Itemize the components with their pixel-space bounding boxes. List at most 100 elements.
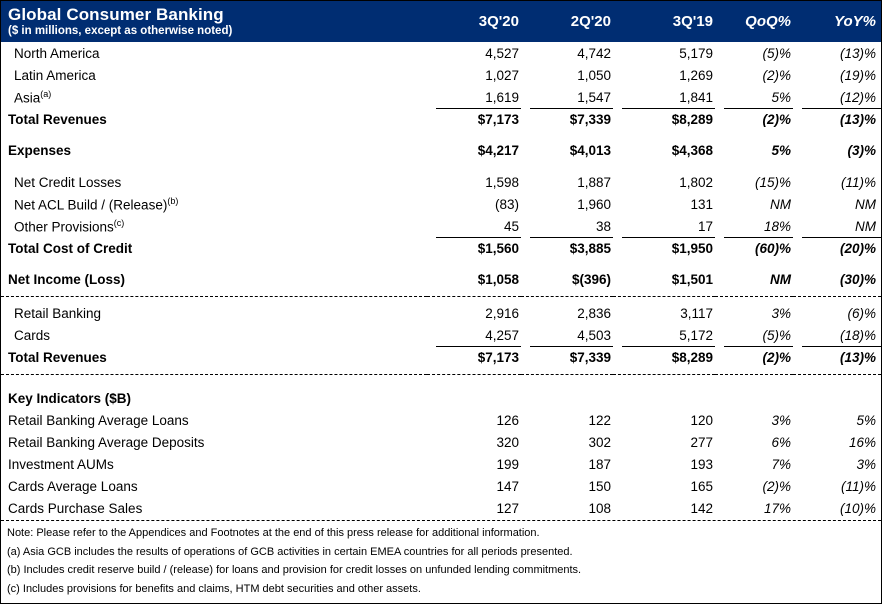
cell-value: 6% — [771, 434, 791, 450]
cell-value: (11)% — [840, 478, 876, 494]
cell-value: $3,885 — [521, 237, 613, 259]
footnotes: Note: Please refer to the Appendices and… — [1, 520, 881, 598]
gcb-results-table: Global Consumer Banking ($ in millions, … — [1, 1, 881, 519]
cell-value: (2)% — [715, 346, 793, 368]
cell-value: 120 — [690, 412, 713, 428]
cell-value: (83) — [494, 196, 519, 212]
cell-value: (15)% — [754, 174, 791, 190]
footnote-marker: (a) — [40, 88, 52, 99]
cell-value: $1,560 — [427, 237, 521, 259]
dashed-separator — [1, 290, 881, 297]
table-row: Net Income (Loss) $1,058 $(396) $1,501 NM (30… — [1, 268, 881, 290]
cell-value: 4,527 — [485, 45, 519, 61]
cell-value: (20)% — [793, 237, 881, 259]
cell-value: 2,836 — [577, 305, 611, 321]
row-label: Latin America — [14, 67, 96, 83]
table-row: Latin America 1,027 1,050 1,269 (2)% (19)% — [1, 64, 881, 86]
table-row: Other Provisions(c) 45 38 17 18% NM — [1, 215, 881, 237]
cell-value: $1,058 — [477, 271, 519, 287]
cell-value: 1,050 — [577, 67, 611, 83]
table-row: North America 4,527 4,742 5,179 (5)% (13)% — [1, 42, 881, 64]
row-label: Cards — [14, 327, 51, 343]
cell-value: NM — [770, 271, 791, 287]
cell-value: 5,179 — [679, 45, 713, 61]
table-row: Investment AUMs 199 187 193 7% 3% — [1, 453, 881, 475]
cell-value: $1,950 — [613, 237, 715, 259]
row-label: Cards Purchase Sales — [8, 500, 143, 516]
table-row: Retail Banking 2,916 2,836 3,117 3% (6)% — [1, 302, 881, 324]
header-title-cell: Global Consumer Banking ($ in millions, … — [1, 1, 427, 42]
cell-value: 1,269 — [679, 67, 713, 83]
cell-value: (2)% — [762, 67, 791, 83]
cell-value: (13)% — [793, 108, 881, 130]
cell-value: $7,339 — [521, 108, 613, 130]
cell-value: 5% — [771, 142, 791, 158]
column-header-3q20: 3Q'20 — [427, 1, 521, 42]
dashed-separator — [1, 368, 881, 375]
cell-value: (6)% — [847, 305, 876, 321]
cell-value: $4,368 — [671, 142, 713, 158]
footnote-marker: (c) — [113, 217, 125, 228]
spacer-row — [1, 130, 881, 139]
cell-value: (19)% — [839, 67, 876, 83]
footnote-a: (a) Asia GCB includes the results of ope… — [7, 545, 573, 558]
cell-value: $7,173 — [427, 108, 521, 130]
page-title: Global Consumer Banking — [8, 5, 224, 24]
cell-value: 199 — [496, 456, 519, 472]
table-row: Total Cost of Credit $1,560 $3,885 $1,950 (6… — [1, 237, 881, 259]
table-row: Cards 4,257 4,503 5,172 (5)% (18)% — [1, 324, 881, 346]
cell-value: (2)% — [762, 478, 791, 494]
table-body: North America 4,527 4,742 5,179 (5)% (13)% Lat… — [1, 42, 881, 519]
cell-value: 126 — [496, 412, 519, 428]
column-header-qoq: QoQ% — [715, 1, 793, 42]
cell-value: 1,027 — [485, 67, 519, 83]
row-label: Expenses — [8, 142, 72, 158]
cell-value: (5)% — [762, 327, 791, 343]
cell-value: 3% — [771, 305, 791, 321]
cell-value: 131 — [690, 196, 713, 212]
cell-value: 16% — [848, 434, 876, 450]
cell-value — [793, 387, 881, 409]
cell-value — [427, 387, 521, 409]
row-label: Total Revenues — [8, 111, 107, 127]
cell-value: (13)% — [839, 45, 876, 61]
dashed-line — [1, 368, 881, 375]
cell-value: $1,501 — [671, 271, 713, 287]
cell-value: 142 — [690, 500, 713, 516]
cell-value: 45 — [503, 218, 519, 234]
cell-value: (3)% — [847, 142, 876, 158]
row-label: Retail Banking Average Loans — [8, 412, 189, 428]
cell-value: (12)% — [839, 89, 876, 105]
footnote-c: (c) Includes provisions for benefits and… — [7, 582, 421, 595]
cell-value: (10)% — [839, 500, 876, 516]
table-row: Total Revenues $7,173 $7,339 $8,289 (2)% (13)… — [1, 108, 881, 130]
row-label: Other Provisions(c) — [14, 217, 125, 235]
column-header-yoy: YoY% — [793, 1, 881, 42]
cell-value: 38 — [595, 218, 611, 234]
table-row: Net ACL Build / (Release)(b) (83) 1,960 131… — [1, 193, 881, 215]
page-subtitle: ($ in millions, except as otherwise note… — [8, 25, 233, 37]
cell-value: 187 — [588, 456, 611, 472]
cell-value: NM — [855, 218, 876, 234]
table-row: Retail Banking Average Deposits 320 302 277… — [1, 431, 881, 453]
cell-value: $4,217 — [477, 142, 519, 158]
cell-value: 4,742 — [577, 45, 611, 61]
row-label: Retail Banking — [14, 305, 102, 321]
cell-value: $8,289 — [613, 108, 715, 130]
cell-value: 1,547 — [577, 89, 611, 105]
row-label: Investment AUMs — [8, 456, 114, 472]
cell-value: $(396) — [571, 271, 611, 287]
table-row: Cards Purchase Sales 127 108 142 17% (10)% — [1, 497, 881, 519]
footnote-marker: (b) — [167, 195, 179, 206]
footnote-b: (b) Includes credit reserve build / (rel… — [7, 564, 582, 576]
cell-value — [613, 387, 715, 409]
cell-value: NM — [855, 196, 876, 212]
cell-value: 17 — [697, 218, 713, 234]
cell-value: 1,619 — [485, 89, 519, 105]
spacer-row — [1, 161, 881, 171]
table-row: Key Indicators ($B) — [1, 387, 881, 409]
table-row: Retail Banking Average Loans 126 122 120 3% 5… — [1, 409, 881, 431]
row-label: Total Cost of Credit — [8, 240, 133, 256]
cell-value: (60)% — [715, 237, 793, 259]
